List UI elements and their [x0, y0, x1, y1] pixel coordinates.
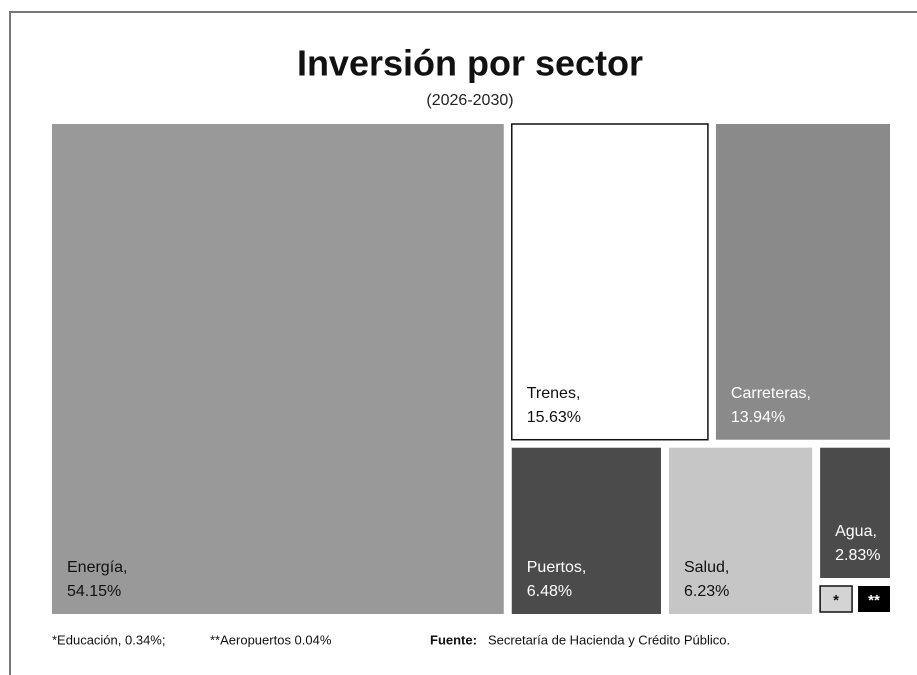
tile-label: **	[868, 592, 880, 609]
tile	[715, 124, 890, 440]
footnote: **Aeropuertos 0.04%	[210, 632, 332, 647]
source: Secretaría de Hacienda y Crédito Público…	[488, 632, 730, 647]
tile	[858, 586, 890, 612]
value-label: 54.15%	[67, 583, 121, 600]
chart-subtitle: (2026-2030)	[426, 92, 513, 109]
tile	[511, 123, 709, 441]
tile-label: Salud,	[684, 559, 729, 576]
value-label: 6.23%	[684, 583, 729, 600]
tile	[819, 585, 853, 613]
tile	[511, 447, 661, 614]
value-label: 13.94%	[731, 409, 785, 426]
frame	[9, 11, 917, 675]
tile-label: Energía,	[67, 559, 127, 576]
tile-label: Carreteras,	[731, 385, 811, 402]
tile	[668, 447, 813, 614]
value-label: 15.63%	[527, 409, 581, 426]
tile-label: Puertos,	[527, 559, 587, 576]
tile	[52, 124, 504, 614]
value-label: 2.83%	[835, 547, 880, 564]
value-label: 6.48%	[527, 583, 572, 600]
chart-title: Inversión por sector	[297, 43, 643, 84]
tile-label: Trenes,	[527, 385, 581, 402]
tile-label: Agua,	[835, 523, 877, 540]
footnote: *Educación, 0.34%;	[52, 632, 165, 647]
source-label: Fuente:	[430, 632, 477, 647]
tile-label: *	[833, 592, 839, 609]
tile	[820, 447, 890, 578]
